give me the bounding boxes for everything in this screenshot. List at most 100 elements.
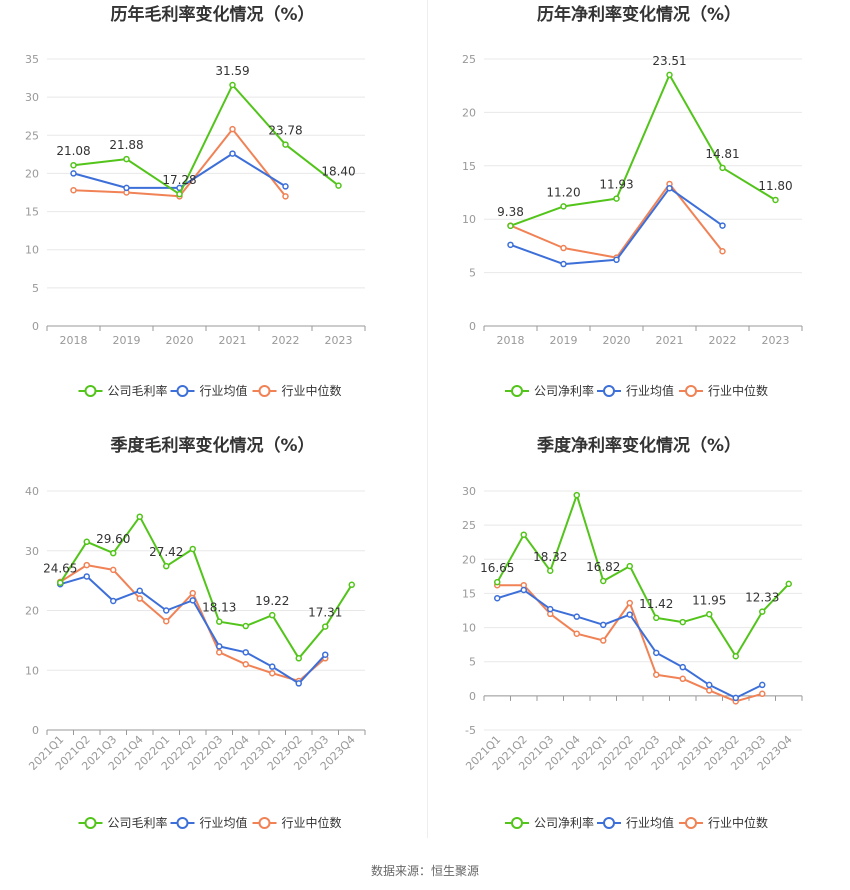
y-tick-label: 20 — [462, 106, 476, 119]
data-label: 11.95 — [692, 593, 726, 607]
series-line-company — [510, 73, 777, 227]
chart-title: 历年净利率变化情况（%） — [537, 4, 741, 25]
annual-net-margin-chart: 历年净利率变化情况（%） 0 5 10 15 20 25 2018 2019 2020 2021 20… — [428, 0, 850, 410]
data-point-company — [573, 491, 580, 499]
data-point-avg — [295, 680, 302, 687]
y-tick-label: -5 — [465, 724, 476, 737]
y-tick-label: 10 — [462, 622, 476, 635]
data-point-avg — [573, 613, 580, 620]
data-point-median — [242, 661, 249, 668]
data-point-median — [189, 589, 196, 597]
x-tick-label: 2022 — [272, 334, 300, 347]
series-line-company — [496, 494, 790, 658]
data-label: 11.93 — [599, 178, 633, 192]
data-point-median — [706, 687, 713, 694]
data-point-company — [600, 577, 607, 585]
legend-marker — [685, 817, 697, 829]
data-label: 29.60 — [96, 532, 130, 546]
y-tick-label: 0 — [469, 320, 476, 333]
data-point-company — [613, 195, 620, 202]
data-point-company — [679, 618, 686, 626]
y-tick-label: 10 — [462, 213, 476, 226]
y-tick-label: 0 — [32, 724, 39, 737]
data-point-median — [136, 595, 143, 602]
data-label: 24.65 — [43, 562, 77, 576]
x-tick-label: 2021 — [656, 334, 684, 347]
quarterly-gross-margin-chart: 季度毛利率变化情况（%） 0 10 20 30 40 2021Q1 2021Q2 2021Q3 2… — [0, 430, 425, 840]
data-point-avg — [679, 663, 686, 671]
data-point-avg — [163, 607, 170, 614]
data-point-company — [70, 161, 77, 169]
data-point-median — [719, 247, 726, 255]
data-point-avg — [322, 651, 329, 658]
y-tick-label: 30 — [462, 485, 476, 498]
data-point-company — [706, 611, 713, 618]
data-point-avg — [216, 643, 223, 650]
data-point-company — [560, 203, 567, 210]
legend-label: 行业均值 — [626, 383, 674, 398]
data-point-company — [520, 531, 527, 538]
y-tick-label: 5 — [469, 267, 476, 280]
y-tick-label: 15 — [25, 206, 39, 219]
data-point-median — [759, 690, 766, 698]
data-point-company — [507, 222, 514, 230]
data-label: 9.38 — [497, 205, 524, 219]
legend-label: 行业均值 — [200, 815, 248, 830]
data-point-company — [322, 623, 329, 630]
x-tick-label: 2022 — [709, 334, 737, 347]
data-point-avg — [600, 621, 607, 629]
data-point-company — [83, 538, 90, 546]
data-label: 23.78 — [268, 124, 302, 138]
y-tick-label: 20 — [25, 167, 39, 180]
data-point-company — [176, 190, 183, 198]
data-label: 11.42 — [639, 597, 673, 611]
y-tick-label: 5 — [469, 656, 476, 669]
legend-label: 行业中位数 — [282, 383, 342, 398]
data-label: 21.88 — [109, 138, 143, 152]
legend-marker — [511, 385, 523, 397]
legend-label: 公司毛利率 — [108, 383, 168, 398]
data-point-avg — [613, 256, 620, 264]
data-point-company — [282, 141, 289, 148]
data-label: 12.33 — [745, 591, 779, 605]
y-tick-label: 25 — [462, 519, 476, 532]
data-point-avg — [719, 222, 726, 229]
y-tick-label: 15 — [462, 587, 476, 600]
y-tick-label: 10 — [25, 664, 39, 677]
y-tick-label: 0 — [32, 320, 39, 333]
y-tick-label: 25 — [25, 129, 39, 142]
x-tick-label: 2023 — [325, 334, 353, 347]
data-point-company — [348, 581, 355, 589]
data-point-median — [626, 599, 633, 607]
data-point-median — [573, 630, 580, 637]
data-point-avg — [123, 184, 130, 192]
data-point-median — [560, 244, 567, 252]
annual-net-margin-svg: 历年净利率变化情况（%） 0 5 10 15 20 25 2018 2019 2020 2021 20… — [462, 4, 803, 398]
data-point-avg — [110, 597, 117, 605]
data-label: 19.22 — [255, 594, 289, 608]
series-line-company — [73, 84, 340, 196]
legend-marker — [685, 385, 697, 397]
data-point-company — [189, 545, 196, 553]
data-label: 14.81 — [705, 147, 739, 161]
data-label: 18.40 — [321, 165, 355, 179]
quarterly-gross-margin-svg: 季度毛利率变化情况（%）0102030402021Q12021Q22021Q32… — [25, 435, 366, 830]
data-point-avg — [282, 183, 289, 190]
data-label: 17.28 — [162, 173, 196, 187]
data-label: 18.13 — [202, 601, 236, 615]
data-point-company — [295, 655, 302, 662]
x-tick-label: 2019 — [113, 334, 141, 347]
y-tick-label: 15 — [462, 160, 476, 173]
legend-marker — [603, 385, 615, 397]
x-tick-label: 2020 — [166, 334, 194, 347]
data-point-company — [216, 618, 223, 625]
data-label: 27.42 — [149, 545, 183, 559]
data-label: 16.65 — [480, 561, 514, 575]
data-point-company — [666, 71, 673, 79]
data-point-median — [216, 649, 223, 656]
legend-marker — [511, 817, 523, 829]
data-point-avg — [759, 681, 766, 689]
y-tick-label: 35 — [25, 53, 39, 66]
quarterly-net-margin-chart: 季度净利率变化情况（%） -5 0 5 10 15 20 25 30 2021Q1 2021Q2 20… — [428, 430, 850, 840]
data-source-note: 数据来源：恒生聚源 — [370, 864, 479, 878]
